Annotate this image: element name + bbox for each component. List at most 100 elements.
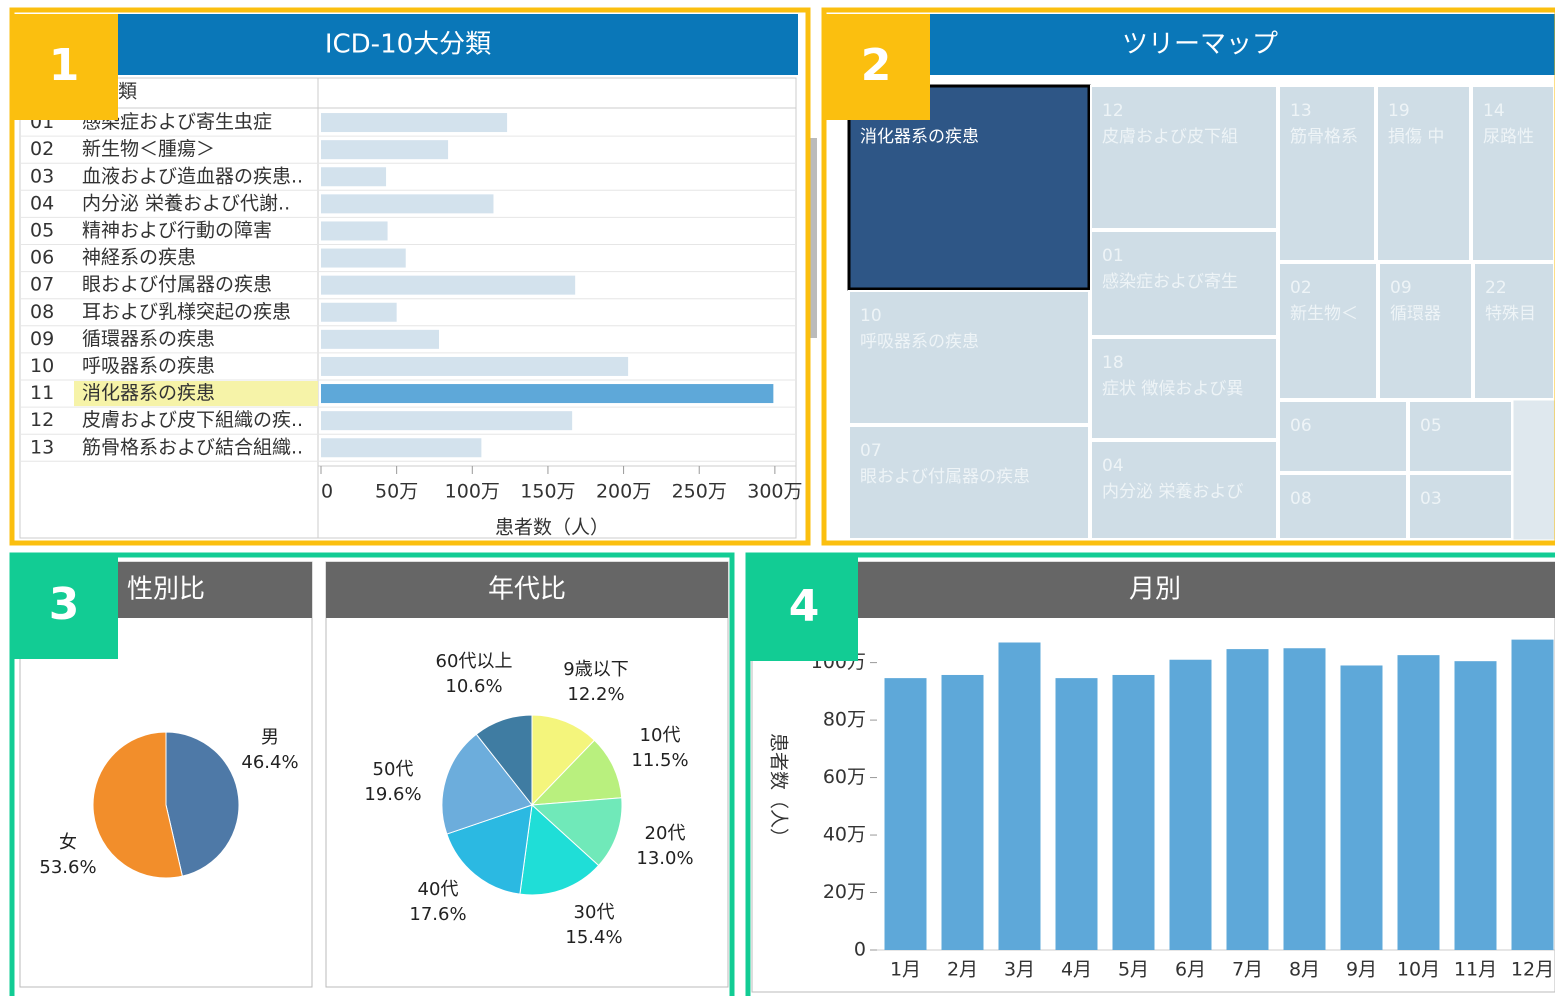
slice-value: 13.0% <box>636 848 693 869</box>
pie-slice <box>519 803 600 896</box>
x-tick-label: 8月 <box>1289 959 1320 981</box>
tile-code: 12 <box>1102 101 1124 121</box>
row-label: 消化器系の疾患 <box>82 382 215 404</box>
y-tick-label: 60万 <box>823 766 866 788</box>
tile-label: 呼吸器系の疾患 <box>860 332 979 352</box>
tile-label: 新生物＜ <box>1290 304 1358 324</box>
tile-label: 特殊目 <box>1485 304 1536 324</box>
treemap-tile <box>1408 400 1513 473</box>
bar <box>321 140 449 160</box>
treemap-tile <box>848 290 1090 425</box>
bar <box>321 438 482 458</box>
treemap-tile <box>1471 85 1555 262</box>
x-tick-label: 9月 <box>1346 959 1377 981</box>
row-code: 03 <box>30 165 54 187</box>
tile-code: 01 <box>1102 246 1124 266</box>
panel-title: 年代比 <box>488 575 566 605</box>
tile-strip <box>1512 399 1555 541</box>
row-code: 10 <box>30 355 54 377</box>
row-code: 07 <box>30 274 54 296</box>
x-tick-label: 250万 <box>672 481 727 503</box>
row-code: 02 <box>30 138 54 160</box>
row-code: 05 <box>30 219 54 241</box>
row-label: 呼吸器系の疾患 <box>82 355 215 377</box>
treemap-tile <box>1378 262 1473 400</box>
y-tick-label: 20万 <box>823 881 866 903</box>
pie-slice <box>165 731 240 877</box>
tile-code: 22 <box>1485 278 1507 298</box>
pie-slice <box>530 739 623 806</box>
tile-code: 04 <box>1102 456 1124 476</box>
tile-code: 05 <box>1420 416 1442 436</box>
row-label: 精神および行動の障害 <box>82 219 272 241</box>
slice-label: 50代 <box>373 759 414 780</box>
bar <box>321 275 576 295</box>
slice-label: 10代 <box>640 725 681 746</box>
x-tick-label: 300万 <box>747 481 802 503</box>
slice-value: 19.6% <box>364 784 421 805</box>
tile-label: 皮膚および皮下組 <box>1102 127 1238 147</box>
row-label: 筋骨格系および結合組織.. <box>82 436 303 458</box>
pie-slice <box>92 731 183 879</box>
tile-label: 内分泌 栄養および <box>1102 482 1243 502</box>
bar <box>884 678 927 950</box>
pie-slice <box>530 797 623 867</box>
bar <box>941 674 984 950</box>
bar <box>321 167 387 187</box>
badge <box>10 553 118 659</box>
row-code: 12 <box>30 409 54 431</box>
header-bar <box>830 14 1555 75</box>
pie-slice <box>531 714 596 807</box>
panel-frame <box>9 552 735 996</box>
treemap-tile <box>1090 230 1278 337</box>
pie-slice <box>441 733 533 835</box>
tile-code: 07 <box>860 441 882 461</box>
treemap-tile <box>1278 262 1378 400</box>
treemap-tile <box>1278 85 1376 262</box>
badge-number: 4 <box>789 581 820 632</box>
panel-frame <box>745 552 1555 996</box>
x-tick-label: 4月 <box>1061 959 1092 981</box>
badge-number: 2 <box>861 40 892 91</box>
slice-value: 15.4% <box>565 927 622 948</box>
tile-code: 09 <box>1390 278 1412 298</box>
treemap-tile <box>848 425 1090 540</box>
slice-label: 30代 <box>574 902 615 923</box>
treemap-tile <box>1090 337 1278 440</box>
row-code: 08 <box>30 301 54 323</box>
bar <box>1511 639 1554 950</box>
bar <box>1340 665 1383 950</box>
slice-label: 20代 <box>645 823 686 844</box>
pie-slice <box>475 714 533 807</box>
x-tick-label: 5月 <box>1118 959 1149 981</box>
y-tick-label: 0 <box>854 939 866 961</box>
panel-frame <box>821 7 1555 546</box>
y-tick-label: 40万 <box>823 824 866 846</box>
tile-label: 感染症および寄生 <box>1102 272 1238 292</box>
treemap-tile <box>1278 473 1408 540</box>
tile-code: 19 <box>1388 101 1410 121</box>
treemap-tile <box>1090 85 1278 230</box>
x-tick-label: 150万 <box>520 481 575 503</box>
bar <box>321 329 440 349</box>
x-tick-label: 6月 <box>1175 959 1206 981</box>
bar <box>321 113 508 133</box>
tile-code: 18 <box>1102 353 1124 373</box>
panel-title: ICD-10大分類 <box>325 30 491 60</box>
badge-number: 1 <box>49 40 80 91</box>
row-label: 眼および付属器の疾患 <box>82 274 272 296</box>
panel-title: 月別 <box>1129 575 1181 605</box>
bar <box>998 642 1041 950</box>
tile-label: 眼および付属器の疾患 <box>860 467 1030 487</box>
x-tick-label: 0 <box>321 481 333 503</box>
row-code: 04 <box>30 192 54 214</box>
badge <box>10 14 118 120</box>
slice-value: 46.4% <box>241 752 298 773</box>
bar <box>321 194 494 214</box>
tile-code: 10 <box>860 306 882 326</box>
bar <box>321 302 397 322</box>
header-bar <box>752 562 1555 618</box>
header-bar <box>326 562 728 618</box>
badge <box>750 555 858 661</box>
